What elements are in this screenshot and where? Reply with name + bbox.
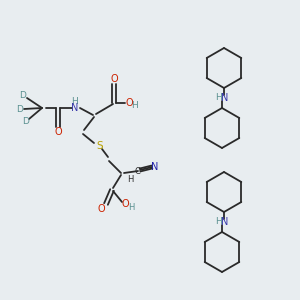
Text: N: N: [221, 217, 229, 227]
Text: O: O: [97, 204, 105, 214]
Text: D: D: [16, 104, 23, 113]
Text: C: C: [134, 167, 140, 176]
Text: H: H: [216, 94, 222, 103]
Text: O: O: [110, 74, 118, 84]
Text: H: H: [216, 218, 222, 226]
Text: D: D: [20, 92, 26, 100]
Text: O: O: [121, 199, 129, 209]
Text: H: H: [127, 175, 133, 184]
Text: D: D: [22, 116, 29, 125]
Text: H: H: [72, 98, 78, 106]
Text: N: N: [71, 103, 79, 113]
Text: S: S: [97, 141, 103, 151]
Text: O: O: [125, 98, 133, 108]
Text: N: N: [151, 162, 159, 172]
Text: H: H: [132, 100, 138, 109]
Text: H: H: [128, 203, 134, 212]
Text: O: O: [54, 127, 62, 137]
Text: N: N: [221, 93, 229, 103]
